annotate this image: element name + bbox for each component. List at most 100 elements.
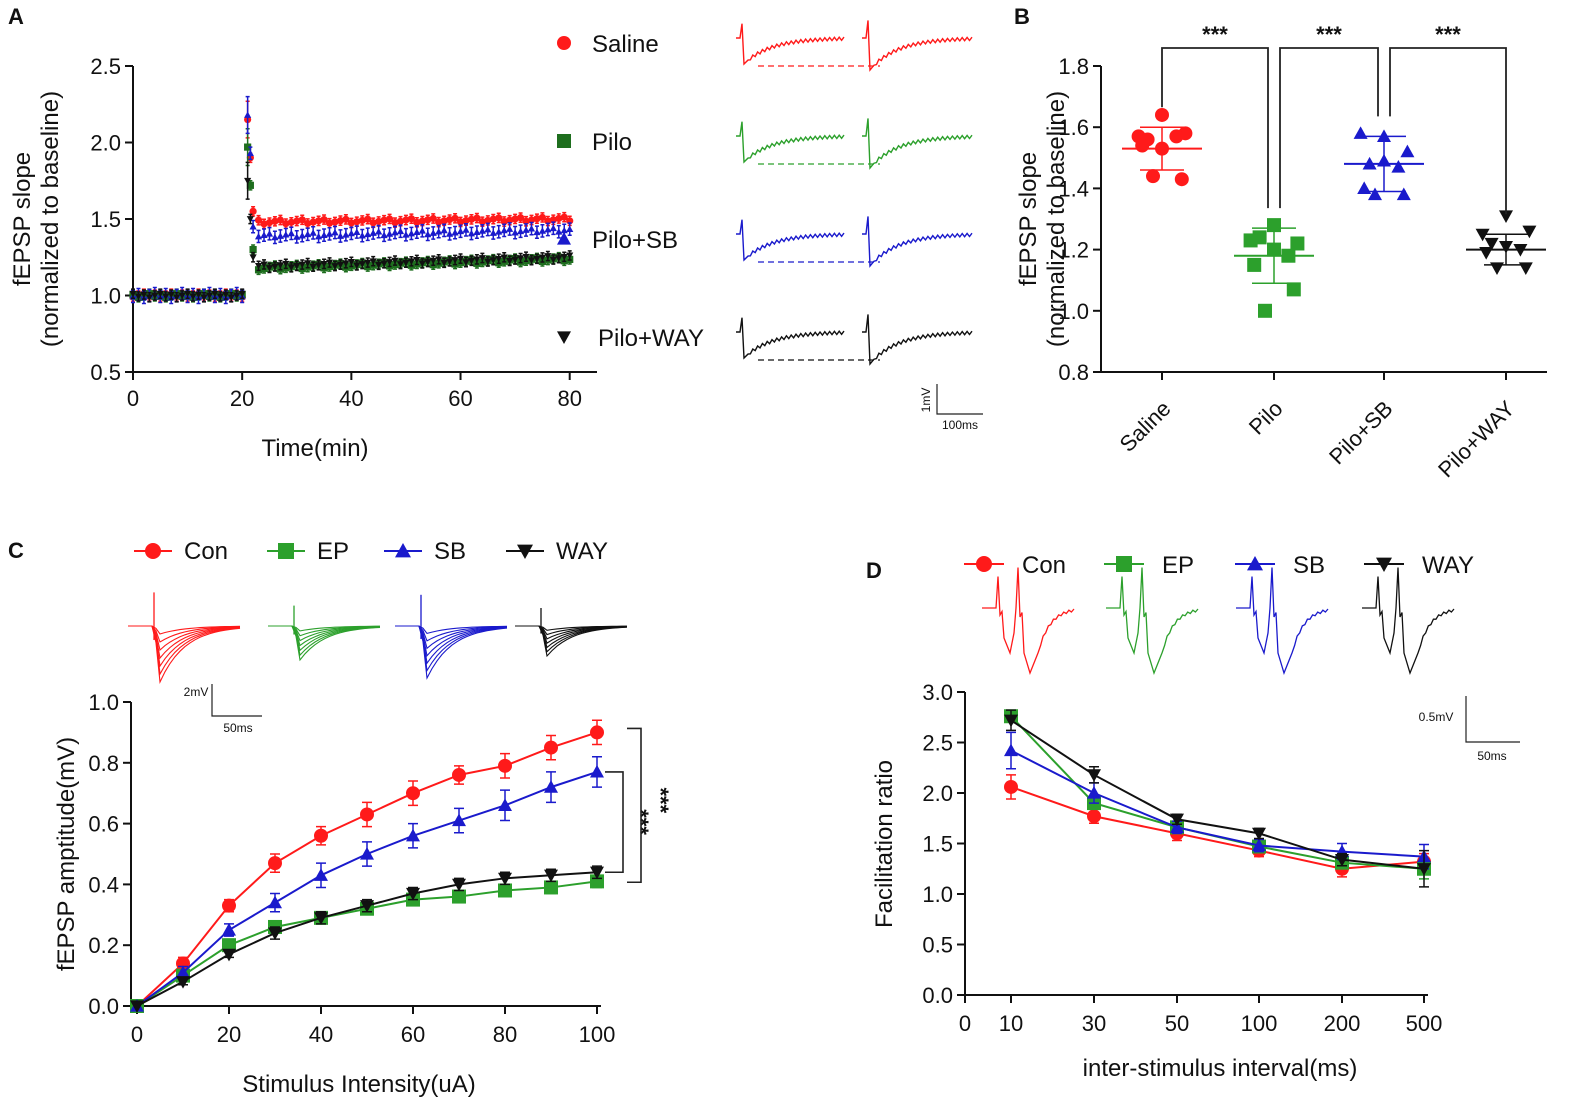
a-point [413, 228, 421, 235]
c-significance-bracket [627, 727, 642, 884]
c-trace-con [128, 592, 241, 684]
d-ytick-label: 1.0 [922, 882, 953, 907]
a-point [516, 255, 525, 262]
a-point [391, 228, 399, 236]
a-point [516, 227, 525, 235]
a-point [309, 263, 317, 271]
a-point [533, 255, 541, 263]
a-ytick-label: 0.5 [90, 360, 121, 385]
a-point [151, 292, 159, 300]
c-point [314, 868, 328, 881]
c-point [406, 786, 420, 801]
a-legend-marker-saline [557, 36, 571, 50]
d-ytick-label: 2.0 [922, 781, 953, 806]
a-point [244, 143, 252, 151]
a-xlabel: Time(min) [261, 435, 368, 462]
b-point [1258, 303, 1272, 318]
b-xtick-label: Pilo+WAY [1433, 396, 1520, 483]
d-axis-lines [964, 692, 1428, 996]
a-point [282, 231, 290, 238]
a-point [402, 231, 410, 238]
c-trace-way-sweep [515, 625, 628, 658]
a-point [391, 218, 399, 227]
a-point [538, 254, 547, 262]
a-point [407, 229, 415, 237]
c-line [136, 731, 598, 1007]
a-point [435, 218, 443, 226]
a-point [320, 261, 328, 268]
d-point [1087, 809, 1101, 824]
a-point [211, 290, 219, 298]
b-point [1247, 257, 1262, 272]
b-significance-label: *** [1316, 22, 1342, 47]
d-legend-marker-sb [1247, 556, 1263, 571]
a-legend-label: Pilo+SB [592, 227, 678, 254]
panel-c-traces: 2mV 50ms [128, 592, 628, 735]
c-point [130, 1000, 144, 1013]
a-point [320, 215, 328, 224]
c-point [544, 869, 558, 883]
c-legend-marker-way [517, 544, 533, 559]
b-point [1174, 172, 1189, 187]
c-point [590, 764, 604, 778]
c-trace-con-sweep [128, 625, 241, 668]
a-point [315, 217, 323, 225]
a-point [276, 262, 284, 269]
c-point [498, 758, 512, 773]
a-point [249, 246, 257, 254]
a-point [506, 257, 514, 265]
a-point [429, 229, 437, 236]
a-point [304, 260, 312, 267]
c-ytick-label: 0.0 [88, 994, 119, 1019]
a-series-pilo-way [129, 161, 574, 303]
b-point [1169, 129, 1184, 144]
a-point [331, 263, 339, 270]
panel-c-label: C [8, 538, 24, 563]
c-point [406, 887, 420, 901]
b-ytick-label: 0.8 [1058, 360, 1089, 385]
c-line [136, 871, 598, 1007]
c-legend-label: SB [434, 538, 466, 565]
a-trace-baseline [736, 23, 845, 66]
c-point [452, 813, 466, 827]
a-point [560, 213, 568, 221]
a-point [315, 232, 323, 240]
a-point [435, 256, 443, 263]
a-series-saline [129, 100, 574, 303]
a-point [555, 228, 563, 235]
a-point [478, 218, 486, 226]
b-significance-bracket [1389, 47, 1507, 215]
d-line [1010, 715, 1425, 870]
c-legend-label: WAY [556, 538, 608, 565]
c-significance-bracket [605, 771, 624, 874]
panel-c-axes: 0.0 0.2 0.4 0.6 0.8 1.0 0 20 40 60 80 100 Stimulus I… [53, 690, 615, 1098]
b-ylabel-sub: (normalized to baseline) [1043, 91, 1070, 347]
panel-d-marks [1004, 709, 1431, 888]
d-scale-bar-x-label: 50ms [1477, 749, 1506, 763]
a-point [298, 261, 306, 269]
c-point [222, 898, 236, 913]
a-trace-baseline [736, 219, 845, 262]
a-point [276, 216, 284, 224]
c-scale-bar-lines [211, 684, 262, 717]
a-point [336, 217, 345, 225]
c-point [360, 847, 374, 860]
a-point [254, 216, 263, 224]
a-xtick-label: 40 [339, 386, 363, 411]
c-point [498, 798, 512, 811]
b-ytick-label: 1.2 [1058, 238, 1089, 263]
c-trace-con-sweep [128, 625, 241, 660]
b-point [1252, 230, 1267, 245]
a-point [287, 264, 295, 271]
a-point [467, 229, 476, 237]
c-point [544, 780, 558, 793]
d-point [1170, 813, 1184, 827]
b-group-pilo-way [1466, 210, 1546, 275]
a-point [527, 225, 536, 232]
a-point [549, 224, 557, 232]
a-point [380, 216, 388, 224]
c-point [498, 883, 512, 898]
c-trace-ep [268, 605, 381, 662]
a-ylabel: fEPSP slope [9, 152, 36, 286]
